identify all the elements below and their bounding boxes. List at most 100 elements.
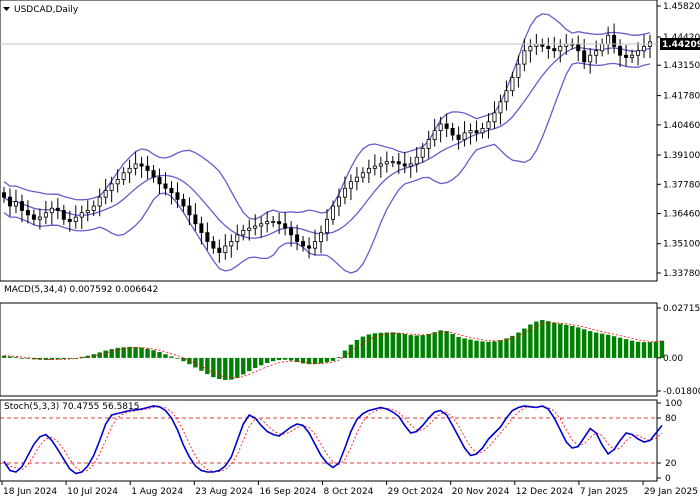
- candle-body[interactable]: [37, 216, 42, 220]
- candle-body[interactable]: [642, 45, 647, 52]
- candle-body[interactable]: [265, 221, 270, 225]
- candle-body[interactable]: [2, 192, 7, 198]
- candle-body[interactable]: [480, 128, 485, 134]
- candle-body[interactable]: [73, 216, 78, 222]
- candle-body[interactable]: [438, 123, 443, 132]
- candle-body[interactable]: [187, 205, 192, 216]
- candle-body[interactable]: [528, 45, 533, 52]
- candle-body[interactable]: [121, 172, 126, 180]
- candle-body[interactable]: [289, 227, 294, 236]
- candle-body[interactable]: [588, 54, 593, 63]
- candle-body[interactable]: [390, 161, 395, 164]
- candle-body[interactable]: [145, 165, 150, 171]
- candle-body[interactable]: [31, 214, 36, 220]
- candle-body[interactable]: [253, 225, 258, 229]
- candle-body[interactable]: [241, 230, 246, 236]
- candle-body[interactable]: [558, 45, 563, 52]
- candle-body[interactable]: [414, 156, 419, 165]
- candle-body[interactable]: [624, 54, 629, 58]
- candle-body[interactable]: [175, 192, 180, 200]
- candle-body[interactable]: [139, 163, 144, 167]
- candle-body[interactable]: [283, 223, 288, 229]
- candle-body[interactable]: [606, 34, 611, 45]
- candle-body[interactable]: [319, 232, 324, 242]
- candle-body[interactable]: [456, 134, 461, 140]
- candle-body[interactable]: [307, 245, 312, 249]
- candle-body[interactable]: [486, 121, 491, 129]
- price-candles[interactable]: [2, 23, 653, 263]
- candle-body[interactable]: [235, 234, 240, 242]
- candle-body[interactable]: [426, 139, 431, 149]
- candle-body[interactable]: [504, 90, 509, 103]
- candle-body[interactable]: [157, 176, 162, 185]
- candle-body[interactable]: [85, 210, 90, 214]
- candle-body[interactable]: [594, 50, 599, 56]
- chart-title-area[interactable]: USDCAD,Daily: [3, 5, 79, 15]
- candle-body[interactable]: [295, 234, 300, 242]
- candle-body[interactable]: [324, 218, 329, 234]
- candle-body[interactable]: [151, 170, 156, 178]
- candle-body[interactable]: [354, 176, 359, 183]
- candle-body[interactable]: [600, 43, 605, 52]
- candle-body[interactable]: [492, 112, 497, 123]
- candle-body[interactable]: [205, 232, 210, 242]
- candle-body[interactable]: [97, 196, 102, 207]
- candle-body[interactable]: [474, 130, 479, 134]
- price-panel[interactable]: USDCAD,Daily 1.458201.444201.431501.4178…: [0, 0, 700, 282]
- candle-body[interactable]: [468, 130, 473, 134]
- candle-body[interactable]: [61, 210, 66, 220]
- candle-body[interactable]: [55, 207, 60, 211]
- candle-body[interactable]: [636, 50, 641, 56]
- candle-body[interactable]: [247, 227, 252, 231]
- candle-body[interactable]: [372, 165, 377, 169]
- candle-body[interactable]: [13, 201, 18, 207]
- candle-body[interactable]: [408, 163, 413, 167]
- candle-body[interactable]: [127, 167, 132, 174]
- candle-body[interactable]: [420, 147, 425, 158]
- candle-body[interactable]: [582, 50, 587, 63]
- candle-body[interactable]: [217, 247, 222, 253]
- candle-body[interactable]: [444, 123, 449, 129]
- candle-body[interactable]: [259, 223, 264, 227]
- candle-body[interactable]: [330, 205, 335, 220]
- candle-body[interactable]: [49, 207, 54, 214]
- candle-body[interactable]: [79, 212, 84, 218]
- candle-body[interactable]: [109, 183, 114, 191]
- time-axis[interactable]: 18 Jun 2024 10 Jul 2024 1 Aug 2024 23 Aug 2…: [1, 481, 698, 497]
- chevron-down-icon[interactable]: [3, 7, 10, 11]
- candle-body[interactable]: [510, 77, 515, 92]
- candle-body[interactable]: [498, 101, 503, 114]
- candle-body[interactable]: [402, 163, 407, 167]
- candle-body[interactable]: [211, 241, 216, 249]
- candle-body[interactable]: [199, 223, 204, 234]
- candle-body[interactable]: [115, 179, 120, 185]
- candle-body[interactable]: [313, 241, 318, 249]
- candle-body[interactable]: [301, 241, 306, 247]
- candle-body[interactable]: [103, 190, 108, 198]
- candle-body[interactable]: [630, 54, 635, 58]
- candle-body[interactable]: [552, 48, 557, 52]
- candle-body[interactable]: [19, 201, 24, 211]
- candle-body[interactable]: [546, 45, 551, 49]
- candle-body[interactable]: [133, 163, 138, 169]
- candle-body[interactable]: [366, 167, 371, 174]
- candle-body[interactable]: [181, 198, 186, 207]
- candle-body[interactable]: [336, 196, 341, 207]
- candle-body[interactable]: [25, 210, 30, 216]
- candle-body[interactable]: [396, 161, 401, 165]
- candle-body[interactable]: [342, 187, 347, 198]
- candle-body[interactable]: [516, 63, 521, 78]
- candle-body[interactable]: [612, 34, 617, 47]
- candle-body[interactable]: [432, 130, 437, 140]
- stoch-panel[interactable]: Stoch(5,3,3) 70.4755 56.5815 100 80 20 0: [0, 399, 682, 484]
- candle-body[interactable]: [360, 172, 365, 178]
- candle-body[interactable]: [378, 163, 383, 167]
- candle-body[interactable]: [522, 50, 527, 65]
- candle-body[interactable]: [67, 218, 72, 222]
- macd-panel[interactable]: MACD(5,34,4) 0.007592 0.006642 0.0271590…: [0, 285, 700, 397]
- candle-body[interactable]: [229, 241, 234, 247]
- candle-body[interactable]: [618, 45, 623, 56]
- candle-body[interactable]: [43, 212, 48, 218]
- candle-body[interactable]: [576, 43, 581, 52]
